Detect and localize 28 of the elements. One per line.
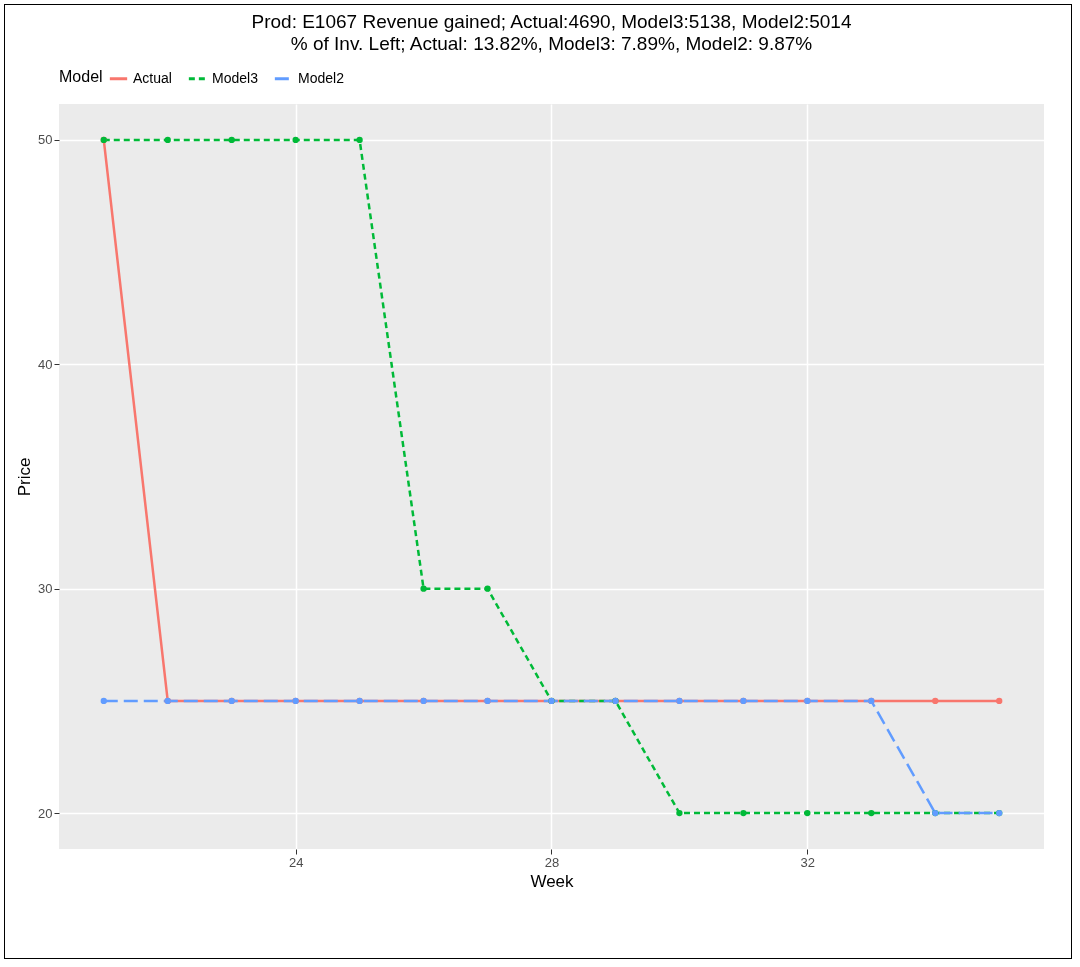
x-axis-title: Week [530, 871, 575, 891]
point [100, 697, 107, 705]
y-tick-label: 30 [38, 581, 53, 597]
y-tick-label: 20 [38, 805, 53, 821]
point [868, 809, 875, 817]
y-tick-label: 40 [38, 356, 53, 372]
point [932, 697, 939, 705]
point [420, 585, 427, 592]
point [996, 697, 1003, 705]
point [164, 136, 171, 144]
x-tick-label: 32 [800, 854, 816, 870]
x-tick-label: 28 [544, 854, 560, 870]
chart-title: Prod: E1067 Revenue gained; Actual:4690, Model3:5138, Model2:5014 [251, 11, 852, 32]
y-tick-label: 50 [38, 132, 53, 148]
legend-label: Model2 [298, 69, 345, 86]
point [676, 809, 683, 817]
point [804, 809, 811, 817]
point [484, 585, 491, 592]
x-tick-label: 24 [288, 854, 304, 870]
point [356, 136, 363, 144]
legend-label: Model3 [212, 69, 259, 86]
chart-subtitle: % of Inv. Left; Actual: 13.82%, Model3: 7.89%, Model2: 9.87% [290, 33, 813, 54]
point [292, 136, 299, 144]
legend-label: Actual [133, 69, 172, 86]
point [740, 809, 747, 817]
legend-title: Model [59, 68, 103, 85]
point [228, 136, 235, 144]
y-axis-title: Price [15, 457, 35, 497]
